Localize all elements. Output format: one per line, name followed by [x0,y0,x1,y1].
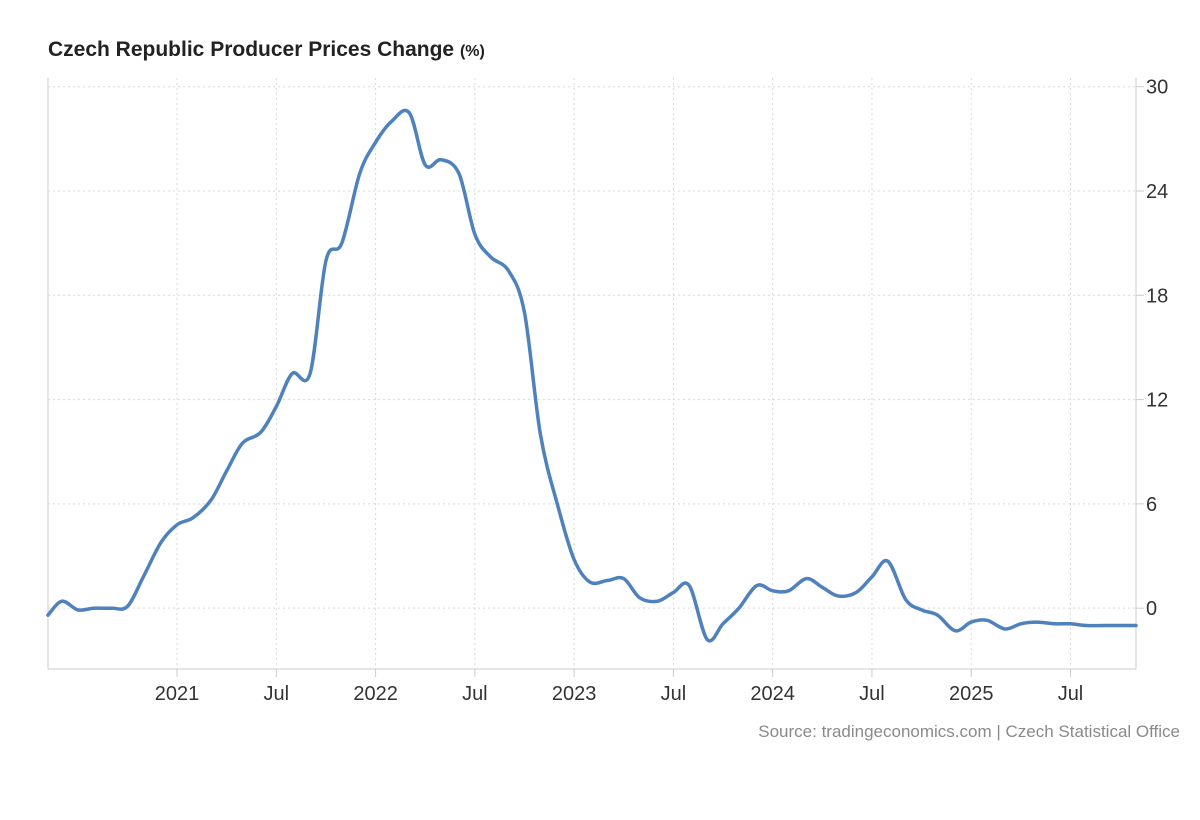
data-point [358,172,362,176]
data-point [721,622,725,626]
data-point [308,372,312,376]
data-point [804,577,808,581]
data-point [290,372,294,376]
data-point [340,241,344,245]
data-point [423,163,427,167]
data-point [76,608,80,612]
data-point [556,505,560,509]
data-point [457,172,461,176]
data-point [258,431,262,435]
data-point [1134,624,1138,628]
data-point [1035,620,1039,624]
data-point [507,269,511,273]
data-point [870,575,874,579]
y-tick-label: 24 [1146,181,1168,203]
data-point [46,613,50,617]
y-tick-label: 0 [1146,598,1157,620]
x-tick-label: 2025 [949,683,994,705]
data-point [159,540,163,544]
y-tick-label: 30 [1146,77,1168,99]
data-point [60,599,64,603]
data-point [969,620,973,624]
source-note: Source: tradingeconomics.com | Czech Sta… [758,722,1180,741]
data-point [1069,622,1073,626]
data-point [191,516,195,520]
chart-title: Czech Republic Producer Prices Change (%… [48,38,485,62]
data-point [439,158,443,162]
data-point [1118,624,1122,628]
data-point [953,629,957,633]
data-point [241,441,245,445]
data-point [1102,624,1106,628]
data-point [820,585,824,589]
x-tick-label: Jul [859,683,885,705]
data-point [1019,622,1023,626]
data-point [836,594,840,598]
data-point [1084,624,1088,628]
series-line-producer-prices [46,108,1138,643]
data-point [1053,622,1057,626]
data-point [638,596,642,600]
data-point [687,584,691,588]
y-tick-label: 6 [1146,494,1157,516]
data-point [473,232,477,236]
x-tick-label: Jul [1058,683,1084,705]
data-point [671,591,675,595]
data-point [523,311,527,315]
data-point [886,559,890,563]
data-point [92,606,96,610]
data-point [572,558,576,562]
data-point [274,405,278,409]
data-point [920,608,924,612]
data-point [374,140,378,144]
chart-title-main: Czech Republic Producer Prices Change [48,38,455,61]
data-point [622,577,626,581]
data-point [175,523,179,527]
x-tick-label: Jul [264,683,290,705]
x-tick-label: 2022 [353,683,398,705]
data-point [771,589,775,593]
data-point [854,591,858,595]
data-point [209,498,213,502]
data-point [737,606,741,610]
data-point [588,580,592,584]
x-tick-label: 2021 [155,683,200,705]
x-tick-label: 2024 [750,683,795,705]
y-tick-label: 18 [1146,285,1168,307]
data-point [390,120,394,124]
x-tick-label: 2023 [552,683,597,705]
data-point [110,606,114,610]
data-point [656,599,660,603]
x-tick-label: Jul [661,683,687,705]
y-tick-label: 12 [1146,390,1168,412]
x-tick-label: Jul [462,683,488,705]
data-point [538,432,542,436]
data-point [125,604,129,608]
data-point [407,111,411,115]
data-point [1003,627,1007,631]
data-point [985,618,989,622]
data-point [705,638,709,642]
data-point [787,589,791,593]
data-point [324,259,328,263]
data-point [755,584,759,588]
data-point [606,578,610,582]
chart-title-unit: (%) [459,43,485,60]
data-point [489,255,493,259]
data-point [936,613,940,617]
data-point [141,575,145,579]
data-point [904,598,908,602]
data-point [225,469,229,473]
